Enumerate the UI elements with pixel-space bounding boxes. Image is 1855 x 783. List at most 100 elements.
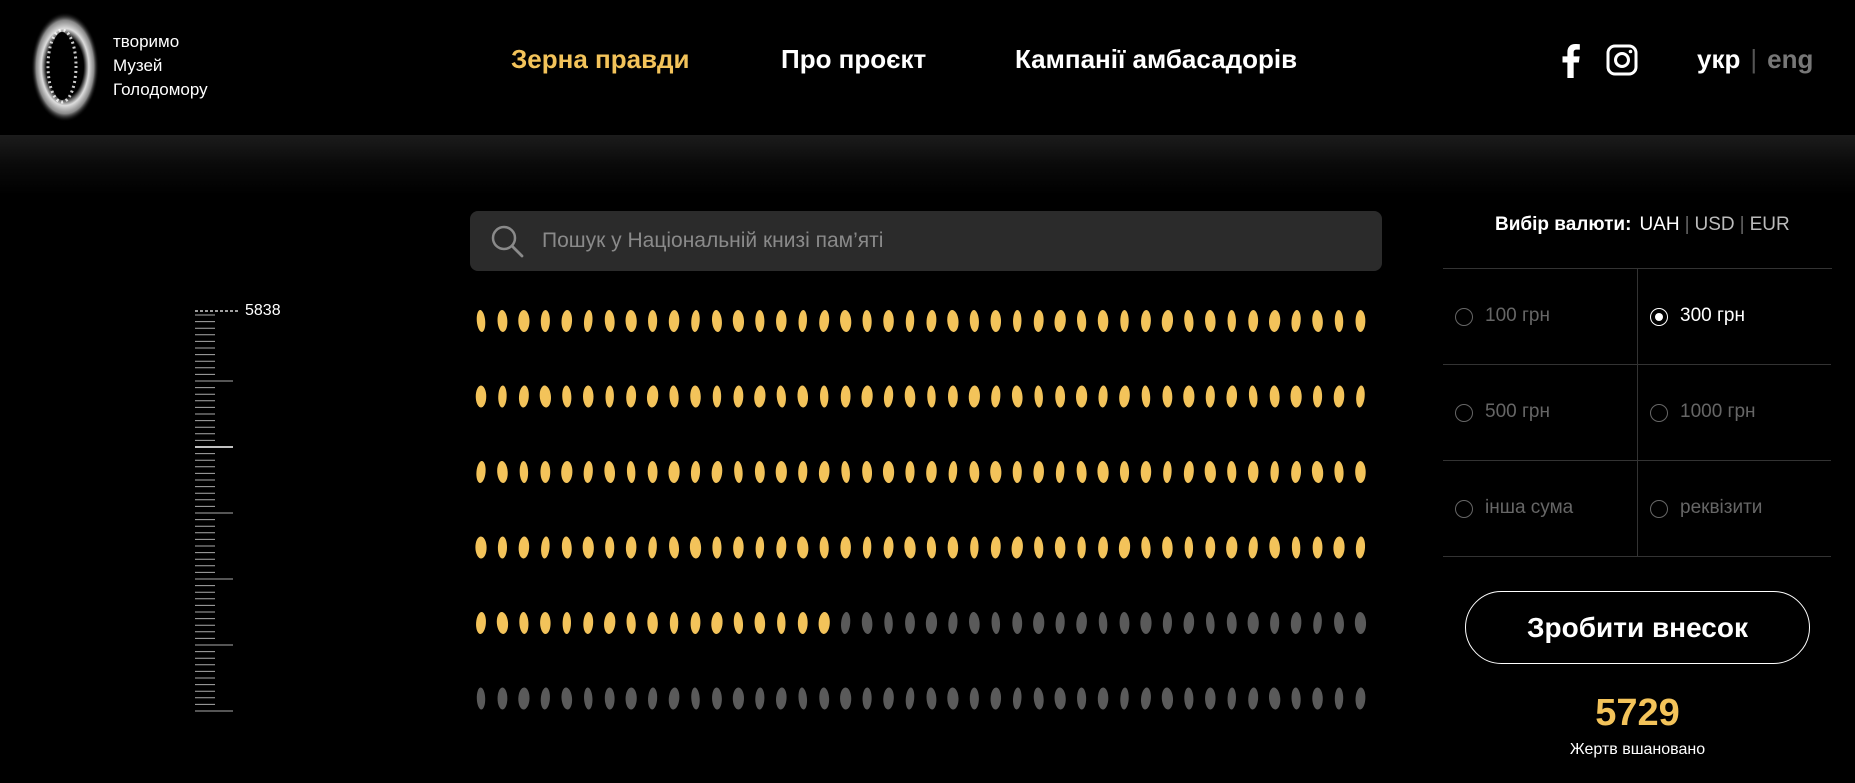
grain-empty bbox=[1140, 687, 1151, 710]
lang-eng[interactable]: eng bbox=[1767, 44, 1814, 74]
grain-filled bbox=[1269, 536, 1280, 559]
amount-option-500[interactable]: 500 грн bbox=[1443, 365, 1637, 461]
grain-empty bbox=[1205, 687, 1216, 710]
grain-filled bbox=[926, 536, 937, 559]
grain-empty bbox=[925, 612, 938, 634]
grain-filled bbox=[904, 385, 916, 408]
grain-filled bbox=[541, 536, 550, 559]
radio-button[interactable] bbox=[1455, 500, 1473, 518]
grain-filled bbox=[733, 385, 744, 408]
grain-filled bbox=[841, 461, 850, 483]
currency-usd[interactable]: USD bbox=[1694, 214, 1735, 235]
grain-filled bbox=[1226, 536, 1238, 559]
grain-filled bbox=[519, 612, 529, 634]
grain-filled bbox=[818, 612, 830, 634]
grain-empty bbox=[625, 687, 637, 710]
grain-empty bbox=[947, 687, 959, 710]
amount-options: 100 грн 300 грн 500 грн 1000 грн інша су… bbox=[1443, 268, 1832, 558]
radio-button[interactable] bbox=[1650, 404, 1668, 422]
grain-filled bbox=[648, 310, 658, 332]
amount-option-other[interactable]: інша сума bbox=[1443, 461, 1637, 557]
radio-button[interactable] bbox=[1650, 308, 1668, 326]
grain-filled bbox=[861, 385, 873, 408]
museum-logo-icon[interactable] bbox=[28, 8, 103, 126]
grain-filled bbox=[1162, 385, 1173, 408]
grain-filled bbox=[539, 385, 552, 408]
grain-empty bbox=[861, 612, 873, 634]
grain-empty bbox=[497, 687, 508, 710]
grain-filled bbox=[1334, 461, 1344, 483]
grain-filled bbox=[604, 310, 615, 332]
grain-empty bbox=[1334, 687, 1344, 710]
grain-filled bbox=[990, 461, 1002, 483]
logo-text[interactable]: творимо Музей Голодомору bbox=[113, 30, 208, 102]
grain-empty bbox=[1183, 612, 1195, 634]
currency-label: Вибір валюти: bbox=[1495, 214, 1632, 235]
grain-filled bbox=[1291, 461, 1302, 483]
grain-filled bbox=[690, 612, 701, 634]
grain-filled bbox=[840, 536, 851, 559]
grain-empty bbox=[1248, 687, 1259, 710]
grain-filled bbox=[1226, 385, 1238, 408]
instagram-icon[interactable] bbox=[1606, 44, 1638, 76]
grain-filled bbox=[926, 461, 937, 483]
grain-filled bbox=[733, 612, 744, 634]
amount-option-label: реквізити bbox=[1680, 497, 1763, 518]
nav-item-ambassador-campaigns[interactable]: Кампанії амбасадорів bbox=[1015, 44, 1298, 74]
grain-filled bbox=[1247, 461, 1259, 483]
grain-filled bbox=[540, 612, 551, 634]
grain-empty bbox=[841, 612, 851, 634]
grain-filled bbox=[711, 612, 723, 634]
grain-filled bbox=[605, 536, 615, 559]
grain-filled bbox=[1163, 461, 1172, 483]
amount-option-label: 1000 грн bbox=[1680, 401, 1756, 422]
grain-filled bbox=[711, 461, 723, 483]
amount-option-100[interactable]: 100 грн bbox=[1443, 269, 1637, 365]
honored-victims-count: 5729 bbox=[1595, 692, 1680, 734]
grain-filled bbox=[496, 612, 509, 634]
amount-option-requisites[interactable]: реквізити bbox=[1637, 461, 1831, 557]
grain-filled bbox=[1248, 310, 1259, 332]
grain-filled bbox=[669, 385, 679, 408]
donate-button[interactable]: Зробити внесок bbox=[1465, 591, 1810, 664]
grain-filled bbox=[819, 310, 830, 332]
amount-option-1000[interactable]: 1000 грн bbox=[1637, 365, 1831, 461]
grain-filled bbox=[1312, 310, 1323, 332]
facebook-icon[interactable] bbox=[1559, 44, 1583, 78]
grain-filled bbox=[947, 310, 959, 332]
grain-filled bbox=[734, 461, 743, 483]
nav-item-about-project[interactable]: Про проєкт bbox=[781, 44, 927, 74]
radio-button[interactable] bbox=[1650, 500, 1668, 518]
currency-uah[interactable]: UAH bbox=[1639, 214, 1680, 235]
grain-empty bbox=[862, 687, 872, 710]
grain-filled bbox=[625, 536, 637, 559]
grain-filled bbox=[604, 612, 616, 634]
grain-filled bbox=[1120, 310, 1129, 332]
lang-separator: | bbox=[1750, 44, 1758, 74]
grain-filled bbox=[819, 536, 829, 559]
grain-filled bbox=[519, 461, 529, 483]
currency-selector: Вибір валюти: UAH | USD | EUR bbox=[1495, 214, 1790, 236]
grain-filled bbox=[862, 536, 872, 559]
grain-filled bbox=[497, 461, 508, 483]
grain-empty bbox=[1012, 687, 1022, 710]
grain-filled bbox=[1140, 461, 1152, 483]
grain-filled bbox=[1013, 310, 1022, 332]
grain-filled bbox=[754, 385, 766, 408]
search-icon[interactable] bbox=[490, 224, 524, 258]
amount-option-300[interactable]: 300 грн bbox=[1637, 269, 1831, 365]
grain-filled bbox=[583, 310, 593, 332]
search-input[interactable] bbox=[542, 211, 1362, 271]
grain-filled bbox=[904, 536, 916, 559]
grain-filled bbox=[476, 461, 486, 483]
radio-button[interactable] bbox=[1455, 404, 1473, 422]
grain-empty bbox=[1055, 612, 1065, 634]
grain-filled bbox=[668, 310, 680, 332]
currency-eur[interactable]: EUR bbox=[1749, 214, 1790, 235]
grain-filled bbox=[991, 385, 1001, 408]
lang-ukr[interactable]: укр bbox=[1697, 44, 1741, 74]
grain-filled bbox=[862, 310, 872, 332]
grain-empty bbox=[584, 687, 593, 710]
nav-item-grains-of-truth[interactable]: Зерна правди bbox=[511, 44, 690, 74]
radio-button[interactable] bbox=[1455, 308, 1473, 326]
